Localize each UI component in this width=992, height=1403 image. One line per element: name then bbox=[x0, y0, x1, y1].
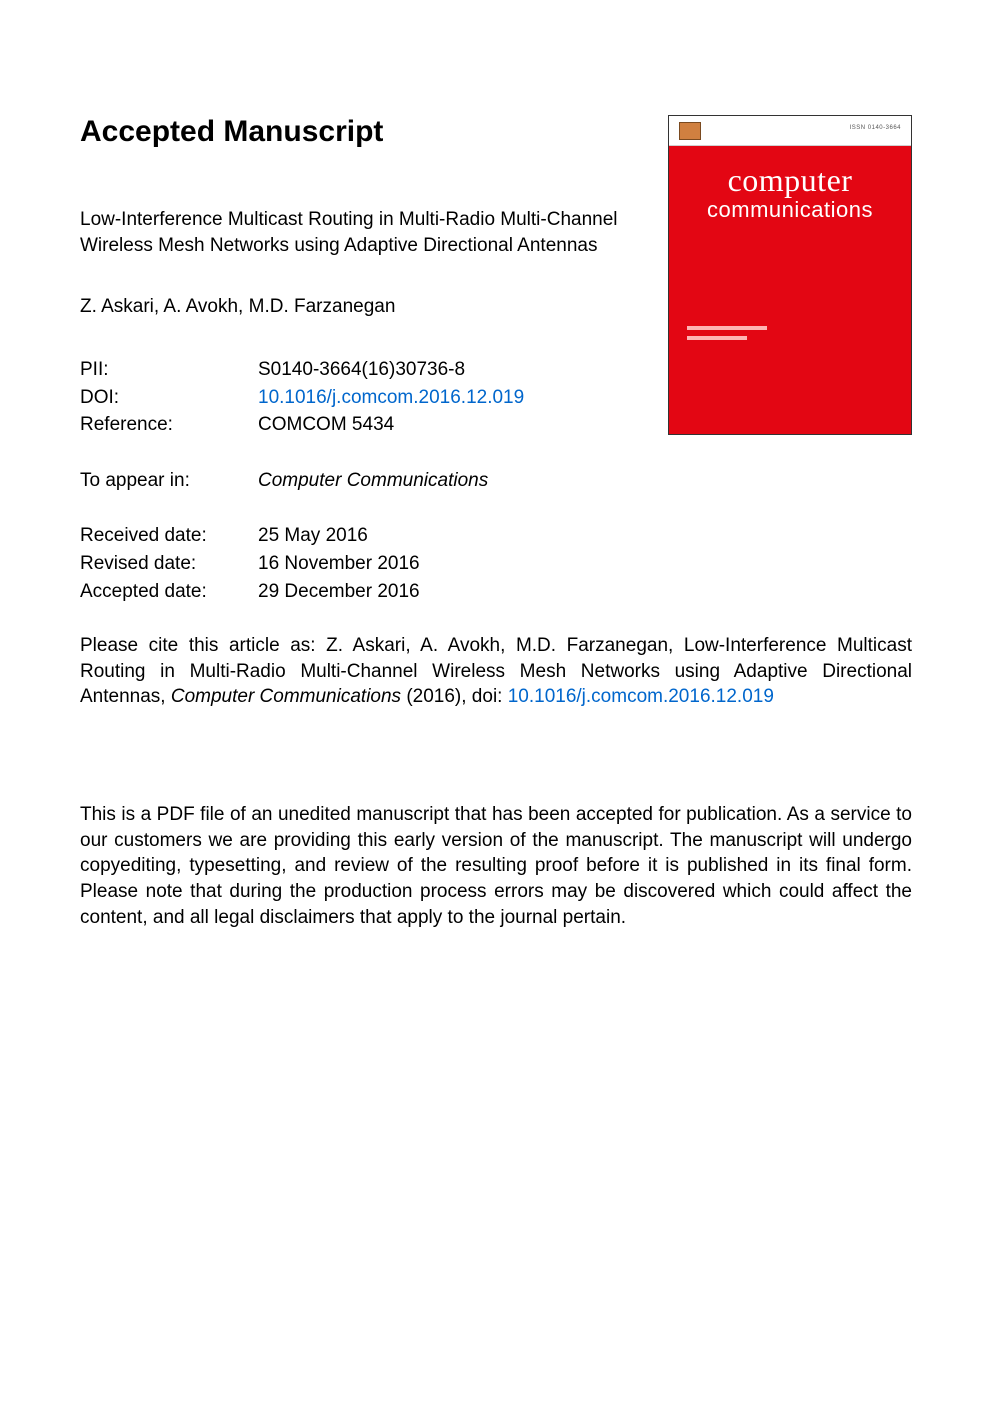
page-heading: Accepted Manuscript bbox=[80, 115, 638, 149]
left-column: Accepted Manuscript Low-Interference Mul… bbox=[80, 115, 668, 605]
citation-journal: Computer Communications bbox=[171, 686, 401, 707]
appear-label: To appear in: bbox=[80, 467, 258, 495]
article-title: Low-Interference Multicast Routing in Mu… bbox=[80, 207, 620, 258]
dates-table: Received date: 25 May 2016 Revised date:… bbox=[80, 522, 420, 605]
cover-header: ISSN 0140-3664 bbox=[669, 116, 911, 146]
meta-row-appear: To appear in: Computer Communications bbox=[80, 467, 488, 495]
cover-title-line2: communications bbox=[707, 198, 873, 222]
cover-footer bbox=[669, 306, 911, 434]
revised-label: Revised date: bbox=[80, 550, 258, 578]
citation-doi-link[interactable]: 10.1016/j.comcom.2016.12.019 bbox=[508, 686, 774, 707]
reference-label: Reference: bbox=[80, 411, 258, 439]
appear-journal: Computer Communications bbox=[258, 467, 488, 495]
cover-issn: ISSN 0140-3664 bbox=[850, 125, 901, 131]
meta-row-doi: DOI: 10.1016/j.comcom.2016.12.019 bbox=[80, 384, 524, 412]
citation-year-doi-prefix: (2016), doi: bbox=[401, 686, 508, 707]
pii-value: S0140-3664(16)30736-8 bbox=[258, 356, 524, 384]
meta-row-revised: Revised date: 16 November 2016 bbox=[80, 550, 420, 578]
meta-row-accepted: Accepted date: 29 December 2016 bbox=[80, 578, 420, 606]
article-authors: Z. Askari, A. Avokh, M.D. Farzanegan bbox=[80, 296, 638, 318]
cover-title-area: computer communications bbox=[669, 146, 911, 306]
meta-row-reference: Reference: COMCOM 5434 bbox=[80, 411, 524, 439]
doi-link[interactable]: 10.1016/j.comcom.2016.12.019 bbox=[258, 387, 524, 408]
citation-block: Please cite this article as: Z. Askari, … bbox=[80, 633, 912, 710]
meta-row-pii: PII: S0140-3664(16)30736-8 bbox=[80, 356, 524, 384]
disclaimer-text: This is a PDF file of an unedited manusc… bbox=[80, 802, 912, 930]
revised-value: 16 November 2016 bbox=[258, 550, 420, 578]
received-label: Received date: bbox=[80, 522, 258, 550]
doi-label: DOI: bbox=[80, 384, 258, 412]
meta-table: PII: S0140-3664(16)30736-8 DOI: 10.1016/… bbox=[80, 356, 524, 439]
received-value: 25 May 2016 bbox=[258, 522, 420, 550]
accepted-manuscript-page: Accepted Manuscript Low-Interference Mul… bbox=[0, 0, 992, 1403]
accepted-value: 29 December 2016 bbox=[258, 578, 420, 606]
journal-cover-thumbnail: ISSN 0140-3664 computer communications bbox=[668, 115, 912, 435]
accepted-label: Accepted date: bbox=[80, 578, 258, 606]
cover-decoration-bar bbox=[687, 326, 767, 330]
cover-decoration-bar bbox=[687, 336, 747, 340]
pii-label: PII: bbox=[80, 356, 258, 384]
meta-row-received: Received date: 25 May 2016 bbox=[80, 522, 420, 550]
appear-table: To appear in: Computer Communications bbox=[80, 467, 488, 495]
publisher-logo-icon bbox=[679, 122, 701, 140]
header-row: Accepted Manuscript Low-Interference Mul… bbox=[80, 115, 912, 605]
cover-title-line1: computer bbox=[728, 164, 853, 196]
reference-value: COMCOM 5434 bbox=[258, 411, 524, 439]
